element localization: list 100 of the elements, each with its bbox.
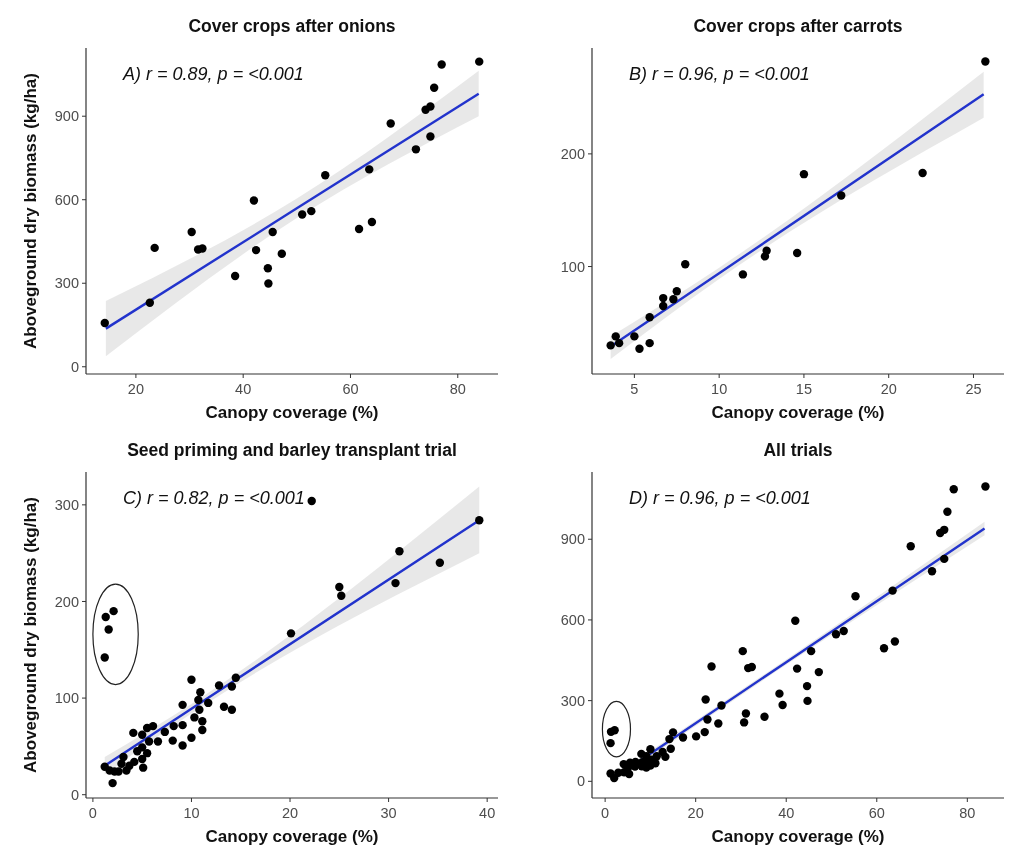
point — [307, 496, 316, 506]
y-tick-label: 100 — [560, 258, 585, 275]
point — [142, 748, 152, 758]
point — [981, 57, 990, 66]
point — [133, 747, 142, 756]
point — [437, 60, 446, 69]
point — [426, 132, 435, 141]
point — [264, 279, 273, 288]
x-axis-title: Canopy coverage (%) — [205, 403, 379, 422]
chart-title: Cover crops after onions — [188, 16, 396, 36]
point — [108, 778, 117, 788]
point — [391, 578, 400, 588]
point — [178, 741, 187, 750]
point — [122, 766, 131, 775]
point — [645, 338, 654, 348]
point — [659, 301, 668, 311]
point — [669, 295, 678, 304]
point — [150, 243, 159, 253]
point — [214, 681, 224, 690]
point — [367, 217, 377, 227]
point — [109, 606, 118, 616]
point — [286, 629, 296, 638]
point — [137, 754, 147, 764]
x-tick-label: 30 — [380, 805, 397, 821]
x-tick-label: 20 — [687, 805, 704, 821]
x-tick-label: 80 — [449, 381, 466, 397]
x-tick-label: 20 — [281, 805, 299, 821]
y-axis-title: Aboveground dry biomass (kg/ha) — [21, 497, 40, 773]
y-tick-label: 300 — [560, 692, 585, 709]
x-axis-title: Canopy coverage (%) — [205, 827, 379, 846]
point — [198, 717, 207, 726]
point — [187, 227, 196, 237]
point — [738, 270, 748, 279]
point — [105, 766, 114, 775]
point — [137, 730, 147, 740]
chart-title: All trials — [763, 440, 833, 460]
x-axis-title: Canopy coverage (%) — [711, 827, 885, 846]
point — [101, 612, 110, 622]
y-tick-label: 300 — [54, 275, 79, 292]
point — [606, 341, 615, 350]
point — [475, 516, 484, 525]
point — [169, 721, 178, 731]
point — [187, 733, 196, 742]
point — [354, 224, 364, 234]
y-tick-label: 100 — [54, 690, 79, 707]
annotation: B) r = 0.96, p = <0.001 — [629, 64, 810, 84]
y-tick-label: 200 — [560, 145, 585, 162]
point — [297, 210, 307, 219]
point — [411, 145, 421, 154]
point — [635, 344, 644, 353]
point — [231, 673, 241, 682]
x-tick-label: 10 — [183, 805, 200, 821]
x-tick-label: 20 — [880, 381, 897, 397]
point — [119, 752, 128, 762]
point — [799, 169, 809, 179]
annotation: A) r = 0.89, p = <0.001 — [122, 64, 304, 84]
point — [395, 547, 404, 556]
point — [138, 763, 148, 772]
annotation: D) r = 0.96, p = <0.001 — [629, 488, 811, 508]
point — [365, 165, 374, 174]
point — [227, 682, 237, 691]
point — [475, 57, 484, 66]
point — [198, 725, 207, 735]
point — [178, 700, 187, 710]
point — [196, 688, 205, 697]
point — [178, 720, 187, 730]
x-tick-label: 15 — [795, 381, 812, 397]
point — [762, 246, 771, 255]
point — [195, 705, 204, 714]
point — [918, 168, 927, 178]
x-tick-label: 40 — [479, 805, 496, 821]
point — [645, 313, 654, 322]
point — [145, 298, 155, 307]
point — [837, 191, 846, 200]
point — [611, 332, 620, 341]
point — [249, 196, 259, 205]
point — [337, 591, 346, 600]
x-tick-label: 20 — [127, 381, 144, 397]
y-tick-label: 600 — [54, 191, 79, 208]
y-tick-label: 900 — [560, 531, 585, 548]
point — [160, 727, 170, 737]
point — [251, 245, 261, 255]
y-tick-label: 900 — [54, 108, 79, 125]
x-tick-label: 0 — [601, 805, 610, 821]
point — [142, 723, 152, 733]
point — [277, 249, 287, 258]
y-axis-title: Aboveground dry biomass (kg/ha) — [21, 73, 40, 349]
point — [100, 653, 109, 662]
x-tick-label: 80 — [959, 805, 976, 821]
point — [144, 737, 154, 746]
point — [190, 713, 199, 722]
point — [187, 675, 196, 684]
point — [614, 338, 624, 348]
point — [204, 698, 213, 708]
point — [117, 759, 126, 768]
point — [153, 737, 163, 746]
point — [321, 171, 330, 180]
point — [100, 318, 109, 328]
chart-title: Cover crops after carrots — [693, 16, 903, 36]
y-tick-label: 0 — [70, 786, 79, 803]
